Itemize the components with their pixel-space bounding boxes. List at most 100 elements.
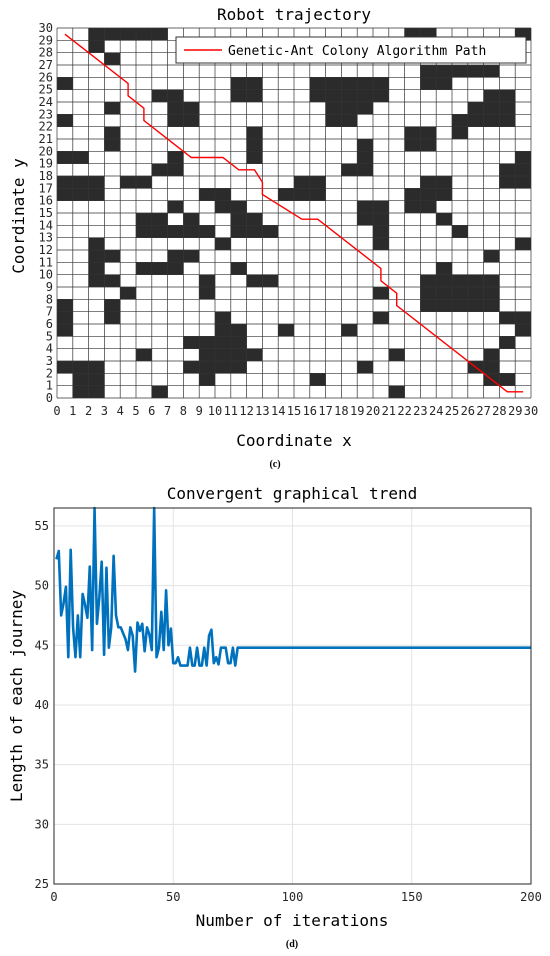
y-tick-label: 55: [35, 519, 49, 533]
x-tick-label: 5: [132, 404, 139, 418]
obstacle-cell: [373, 200, 389, 213]
obstacle-cell: [262, 225, 279, 238]
obstacle-cell: [483, 89, 500, 102]
y-tick-label: 30: [35, 817, 49, 831]
y-axis-label: Coordinate y: [9, 158, 28, 274]
obstacle-cell: [57, 77, 73, 90]
obstacle-cell: [199, 274, 215, 287]
obstacle-cell: [452, 225, 468, 238]
obstacle-cell: [404, 126, 421, 139]
obstacle-cell: [72, 188, 89, 201]
obstacle-cell: [341, 89, 358, 102]
obstacle-cell: [230, 361, 247, 374]
obstacle-cell: [167, 163, 184, 176]
y-tick-label: 5: [46, 329, 53, 343]
obstacle-cell: [357, 200, 373, 213]
obstacle-cell: [436, 299, 452, 312]
x-tick-label: 12: [239, 404, 253, 418]
obstacle-cell: [309, 373, 326, 386]
obstacle-cell: [104, 52, 121, 65]
obstacle-cell: [136, 348, 152, 361]
obstacle-cell: [230, 77, 247, 90]
obstacle-cell: [104, 250, 121, 263]
x-tick-label: 20: [366, 404, 380, 418]
obstacle-cell: [467, 65, 484, 78]
obstacle-cell: [467, 287, 484, 300]
obstacle-cell: [230, 324, 247, 337]
obstacle-cell: [230, 200, 247, 213]
obstacle-cell: [499, 114, 516, 127]
journey-length-line: [55, 506, 531, 673]
x-tick-label: 18: [334, 404, 348, 418]
obstacle-cell: [88, 40, 105, 53]
x-tick-label: 25: [445, 404, 459, 418]
obstacle-cell: [104, 126, 121, 139]
obstacle-cell: [499, 311, 516, 324]
x-tick-label: 11: [224, 404, 238, 418]
x-tick-label: 30: [524, 404, 538, 418]
obstacle-cell: [57, 151, 73, 164]
obstacle-cell: [325, 89, 342, 102]
y-tick-label: 21: [39, 132, 53, 146]
obstacle-cell: [215, 324, 231, 337]
obstacle-cell: [136, 176, 152, 189]
x-tick-label: 6: [148, 404, 155, 418]
obstacle-cell: [483, 348, 500, 361]
obstacle-cell: [88, 274, 105, 287]
x-tick-label: 13: [255, 404, 269, 418]
obstacle-cell: [104, 28, 121, 41]
x-tick-label: 0: [53, 404, 60, 418]
obstacle-cell: [483, 102, 500, 115]
obstacle-cell: [483, 287, 500, 300]
obstacle-cell: [104, 274, 121, 287]
robot-trajectory-chart: Robot trajectory 0 1 2 3 4 5 6 7 8 9 10 11 12 13 14 15 1…: [9, 5, 538, 470]
obstacle-cell: [420, 176, 437, 189]
obstacle-cell: [357, 77, 373, 90]
obstacle-cell: [88, 262, 105, 275]
y-tick-label: 4: [46, 342, 53, 356]
y-tick-label: 19: [39, 157, 53, 171]
y-tick-label: 35: [35, 758, 49, 772]
y-tick-label: 40: [35, 698, 49, 712]
obstacle-cell: [325, 102, 342, 115]
obstacle-cell: [246, 348, 263, 361]
chart-title: Convergent graphical trend: [167, 484, 417, 503]
x-tick-label: 10: [208, 404, 222, 418]
panel-caption-c: (c): [269, 459, 280, 470]
y-tick-label: 11: [39, 255, 53, 269]
obstacle-cell: [499, 336, 516, 349]
obstacle-cell: [467, 114, 484, 127]
obstacle-cell: [167, 200, 184, 213]
obstacle-cell: [88, 188, 105, 201]
obstacle-cell: [294, 188, 310, 201]
y-tick-label: 22: [39, 120, 53, 134]
obstacle-cell: [57, 188, 73, 201]
y-tick-label: 29: [39, 33, 53, 47]
obstacle-cell: [325, 77, 342, 90]
x-tick-label: 21: [382, 404, 396, 418]
obstacle-cell: [278, 324, 294, 337]
obstacle-cell: [341, 77, 358, 90]
obstacle-cell: [183, 213, 200, 226]
obstacle-cell: [136, 262, 152, 275]
x-axis-label: Coordinate x: [236, 431, 352, 450]
obstacle-cell: [120, 287, 136, 300]
x-tick-label: 24: [429, 404, 443, 418]
obstacle-cell: [151, 385, 168, 398]
obstacle-cell: [246, 213, 263, 226]
obstacle-cell: [246, 274, 263, 287]
y-tick-label: 12: [39, 243, 53, 257]
obstacle-cell: [467, 299, 484, 312]
obstacle-cell: [436, 274, 452, 287]
obstacle-cell: [373, 213, 389, 226]
obstacle-cell: [167, 250, 184, 263]
obstacle-cell: [88, 237, 105, 250]
obstacle-cell: [404, 139, 421, 152]
obstacle-cell: [136, 225, 152, 238]
obstacle-cell: [420, 65, 437, 78]
obstacle-cell: [199, 348, 215, 361]
legend: Genetic-Ant Colony Algorithm Path: [175, 36, 527, 64]
obstacle-cell: [215, 188, 231, 201]
obstacle-cell: [515, 311, 531, 324]
obstacle-cell: [452, 114, 468, 127]
